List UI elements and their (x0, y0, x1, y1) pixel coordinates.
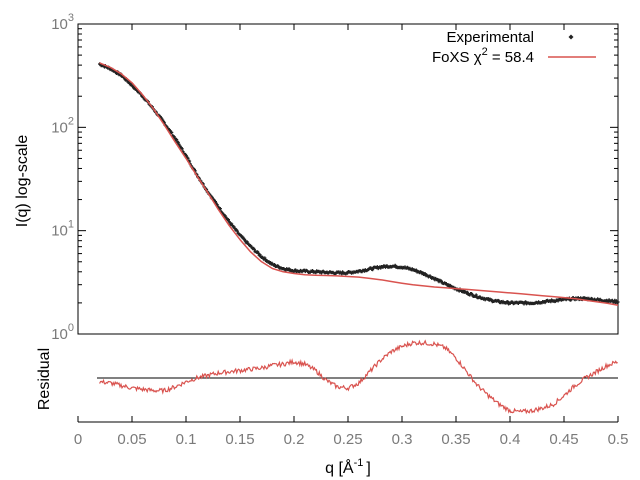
legend: Experimental FoXS χ2 = 58.4 (432, 29, 596, 66)
y-tick-label-base: 10 (51, 326, 68, 343)
y-tick-label-base: 10 (51, 223, 68, 240)
x-tick-label: 0.05 (117, 431, 146, 448)
legend-label-foxs-main: FoXS χ (432, 49, 482, 66)
intensity-y-axis-label: I(q) log-scale (14, 135, 31, 228)
x-tick-label: 0 (74, 431, 82, 448)
intensity-series (98, 62, 620, 306)
y-tick-label-base: 10 (51, 119, 68, 136)
y-tick-label: 100 (51, 322, 74, 343)
x-tick-label: 0.5 (608, 431, 629, 448)
residual-line (99, 339, 618, 415)
x-tick-label: 0.2 (284, 431, 305, 448)
y-tick-label-exp: 2 (68, 115, 74, 127)
legend-label-foxs-sup: 2 (482, 46, 488, 58)
y-tick-label-exp: 0 (68, 322, 74, 334)
x-axis-label: q [Å-1] (325, 457, 371, 477)
y-tick-label: 102 (51, 115, 74, 136)
y-tick-label-exp: 3 (68, 12, 74, 24)
x-axis-label-main: q [Å (325, 458, 354, 477)
residual-series (99, 339, 618, 415)
x-axis-label-end: ] (366, 460, 370, 477)
y-tick-label-base: 10 (51, 16, 68, 33)
y-tick-label: 103 (51, 12, 74, 33)
x-tick-label: 0.25 (333, 431, 362, 448)
residual-y-axis-label: Residual (36, 348, 53, 410)
x-tick-label: 0.45 (549, 431, 578, 448)
x-tick-label: 0.1 (176, 431, 197, 448)
foxs-fit-line (99, 62, 619, 306)
x-tick-label: 0.35 (441, 431, 470, 448)
x-axis-label-sup: -1 (354, 457, 364, 469)
y-tick-label: 101 (51, 219, 74, 240)
legend-label-experimental: Experimental (446, 29, 534, 46)
legend-marker-experimental (568, 34, 574, 40)
x-tick-label: 0.3 (392, 431, 413, 448)
x-axis: 0 0.05 0.1 0.15 0.2 0.25 0.3 0.35 0.4 0.45 0.5 (74, 24, 629, 448)
residual-panel (78, 339, 618, 423)
x-tick-label: 0.15 (225, 431, 254, 448)
legend-label-foxs: FoXS χ2 = 58.4 (432, 46, 534, 66)
x-tick-label: 0.4 (500, 431, 521, 448)
legend-label-foxs-suffix: = 58.4 (488, 49, 534, 66)
intensity-plot-frame (77, 23, 619, 335)
experimental-points (98, 62, 620, 306)
y-tick-label-exp: 1 (68, 219, 74, 231)
